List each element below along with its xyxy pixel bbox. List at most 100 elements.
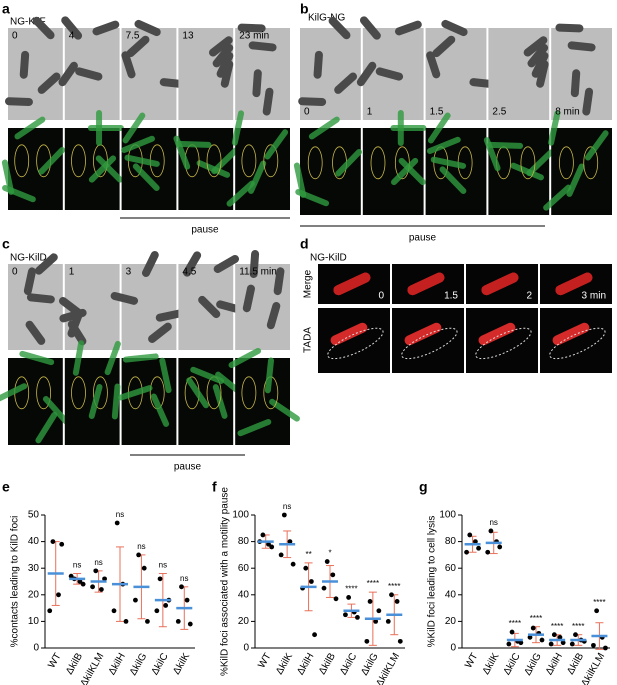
frame-time: 1.5 [444,291,458,302]
panel-label: e [2,479,10,495]
frame-time: 0 [304,107,310,118]
data-point [145,619,150,624]
cell [211,147,239,175]
data-point [467,532,473,538]
pause-label: pause [409,233,437,244]
data-point [603,645,608,651]
y-tick-label: 0 [33,643,39,654]
row-label: TADA [303,327,314,353]
cell-outline [71,376,86,410]
cell [121,51,136,79]
cell-outline [401,327,458,360]
cell [242,284,255,313]
cell [122,112,146,144]
data-point [551,632,557,638]
image-frame [540,308,612,373]
panel-title: NG-KilF [10,17,46,28]
cell [26,293,55,304]
cell [308,116,340,140]
cell [269,398,300,422]
frame-time: 8 min [555,107,579,118]
cell [155,309,184,322]
cell-outline [241,144,257,178]
data-point [136,552,142,558]
significance: ns [489,518,497,527]
cell [293,162,307,198]
frame-time: 2.5 [492,107,506,118]
frame-time: 7.5 [126,31,140,42]
data-point [59,541,65,547]
cell [407,272,445,296]
data-point [389,592,394,598]
frame-time: 23 min [239,31,269,42]
panel-label: a [2,1,10,17]
significance: **** [509,619,521,628]
data-point [303,565,309,571]
cell [262,87,274,116]
significance: ns [94,558,102,567]
data-point [157,576,163,582]
cell-outline [549,327,606,360]
y-tick-label: 40 [28,536,40,547]
data-point [518,640,524,646]
y-tick-label: 30 [28,563,40,574]
significance: **** [530,614,542,623]
image-frame [300,128,361,215]
cell [104,340,121,376]
panel-label: g [419,479,428,495]
cell [208,36,233,57]
cell [132,163,160,191]
cell [4,97,33,106]
data-point [509,629,515,635]
data-point [141,565,147,571]
x-tick-label: ΔkilC [338,651,359,677]
cell-outline [14,144,30,178]
cell [110,291,139,305]
data-point [394,599,400,604]
cell [526,149,554,177]
data-point [560,640,566,646]
cell [430,156,467,169]
cell [333,272,371,296]
panel-title: KilG-NG [308,13,345,24]
cell [441,19,468,37]
cell [198,295,221,319]
x-tick-label: ΔkilK [481,651,502,677]
cell [298,97,327,106]
data-point [179,584,184,590]
cell [25,320,46,345]
cell [334,72,358,94]
frame-time: 4.5 [182,267,196,278]
cell [118,385,153,401]
cell [216,51,234,78]
cell [390,125,427,131]
data-point [343,612,348,618]
cell [67,320,87,346]
data-point [530,625,536,631]
cell [237,23,266,33]
cell [134,19,161,37]
cell [548,110,561,146]
significance: **** [572,622,584,631]
cell [75,67,103,81]
data-point [364,638,370,644]
image-frame [318,308,390,373]
cell [23,267,36,295]
cell-outline [71,144,86,178]
data-point [591,642,596,648]
cell [397,110,404,146]
cell [226,180,255,207]
cell [252,69,262,98]
data-point [114,520,120,526]
y-tick-label: 20 [238,616,250,627]
cell-outline [241,376,257,410]
data-point [527,634,533,640]
panel-label: b [300,1,309,17]
cell [478,322,516,346]
data-point [290,561,296,567]
data-point [287,539,293,544]
cell [19,350,55,366]
x-tick-label: ΔkilG [522,651,544,677]
significance: ns [73,561,81,570]
data-point [373,619,379,624]
